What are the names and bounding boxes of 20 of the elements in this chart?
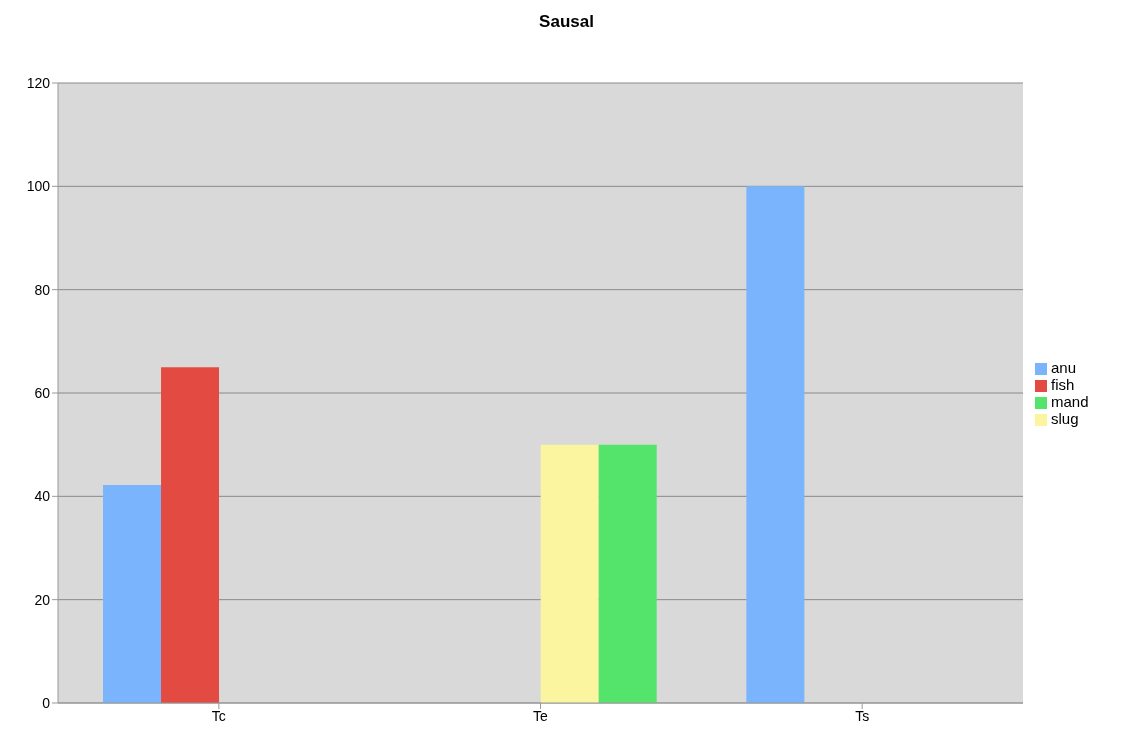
- legend-label: fish: [1051, 376, 1075, 393]
- y-tick-label: 20: [34, 591, 51, 608]
- y-tick-label: 80: [34, 281, 51, 298]
- x-tick-label: Te: [533, 707, 549, 724]
- y-tick-label: 60: [34, 384, 51, 401]
- x-tick-label: Tc: [211, 707, 226, 724]
- bar: [103, 484, 162, 703]
- y-tick-label: 100: [26, 178, 51, 195]
- bar: [598, 444, 657, 703]
- legend-label: mand: [1051, 393, 1089, 410]
- y-tick-label: 120: [26, 74, 51, 91]
- x-tick-label: Ts: [855, 707, 870, 724]
- legend-label: anu: [1051, 359, 1077, 376]
- bar: [540, 444, 599, 703]
- chart-title: Sausal: [538, 11, 595, 33]
- bar: [746, 186, 805, 703]
- bar: [161, 367, 220, 703]
- legend-label: slug: [1051, 410, 1079, 427]
- y-tick-label: 0: [42, 694, 51, 711]
- y-tick-label: 40: [34, 488, 51, 505]
